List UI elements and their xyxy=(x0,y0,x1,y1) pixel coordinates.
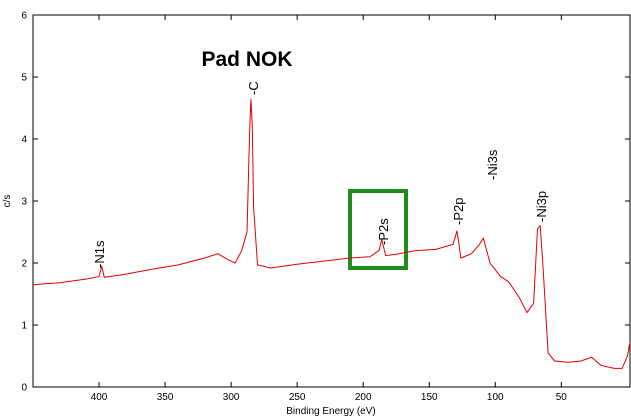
x-axis-label: Binding Energy (eV) xyxy=(286,406,376,417)
x-tick-label: 150 xyxy=(421,392,438,403)
peak-label: -Ni3p xyxy=(534,191,549,222)
x-tick-label: 400 xyxy=(91,392,108,403)
peak-label: -P2p xyxy=(451,198,466,225)
x-tick-label: 50 xyxy=(556,392,568,403)
y-tick-label: 3 xyxy=(21,197,27,208)
x-tick-label: 350 xyxy=(157,392,174,403)
peak-label: -Ni3s xyxy=(485,149,500,180)
x-tick-label: 300 xyxy=(223,392,240,403)
peak-label: -C xyxy=(246,81,261,95)
peak-label: -P2s xyxy=(376,218,391,245)
y-tick-label: 6 xyxy=(21,11,27,22)
highlight-box xyxy=(348,189,408,270)
y-tick-label: 4 xyxy=(21,135,27,146)
y-tick-label: 5 xyxy=(21,73,27,84)
y-tick-label: 1 xyxy=(21,321,27,332)
chart-title: Pad NOK xyxy=(201,48,292,71)
y-tick-label: 2 xyxy=(21,259,27,270)
x-tick-label: 100 xyxy=(487,392,504,403)
x-tick-label: 200 xyxy=(355,392,372,403)
spectrum-line xyxy=(32,98,631,369)
y-tick-label: 0 xyxy=(21,383,27,394)
x-tick-label: 250 xyxy=(289,392,306,403)
plot-frame xyxy=(32,14,631,388)
peak-label: -N1s xyxy=(92,240,107,268)
y-axis-label: c/s xyxy=(2,195,13,208)
